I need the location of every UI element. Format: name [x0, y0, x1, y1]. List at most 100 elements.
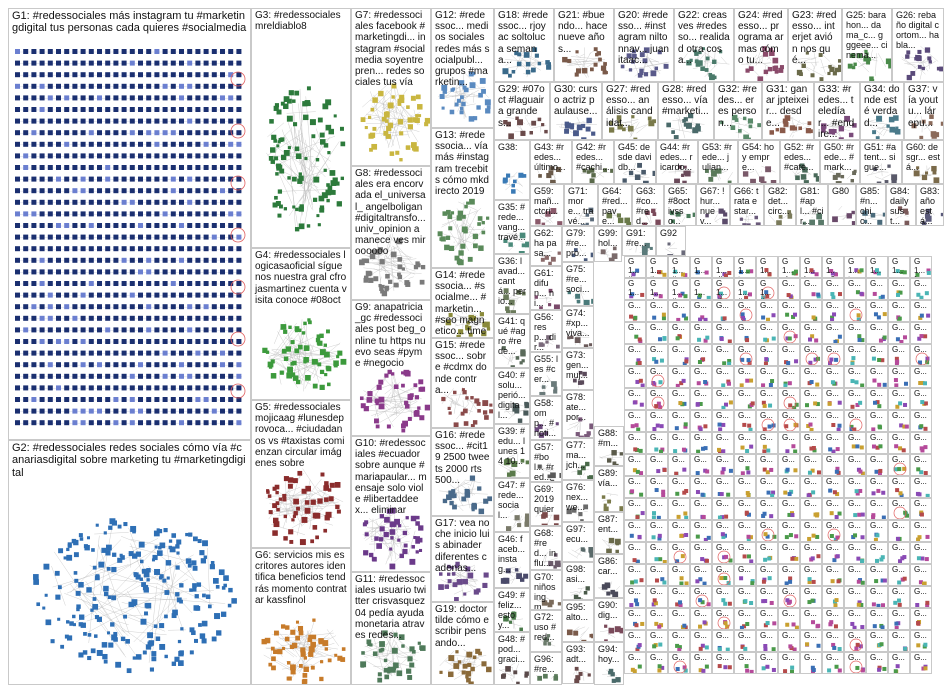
- node-square: [576, 124, 583, 131]
- node-square: [380, 289, 385, 294]
- small-group-label: G...: [848, 455, 861, 464]
- small-group-label: G...: [628, 477, 641, 486]
- node-square: [787, 336, 792, 341]
- node-square: [630, 489, 635, 494]
- node-square: [47, 130, 53, 136]
- node-square: [633, 315, 638, 320]
- group-panel-g50: G50: #rede... #mark...: [820, 140, 860, 184]
- node-square: [281, 348, 287, 354]
- node-square: [872, 378, 877, 383]
- edge-line: [457, 479, 460, 501]
- node-square: [270, 373, 277, 379]
- node-square: [387, 369, 392, 375]
- node-square: [303, 656, 308, 660]
- node-square: [364, 258, 369, 263]
- group-label-g51: G51: #atent... sigue...: [864, 142, 897, 173]
- node-square: [537, 117, 542, 122]
- node-square: [850, 379, 855, 384]
- node-square: [270, 646, 275, 651]
- node-square: [56, 339, 61, 344]
- node-square: [455, 561, 460, 567]
- node-square: [534, 427, 540, 432]
- node-square: [458, 250, 464, 256]
- node-square: [47, 246, 53, 252]
- node-square: [542, 512, 548, 518]
- node-square: [703, 338, 708, 343]
- edge-line: [838, 132, 842, 138]
- node-square: [580, 224, 586, 225]
- node-square: [794, 402, 799, 407]
- small-group-tile: G...: [822, 278, 844, 300]
- node-square: [64, 95, 70, 101]
- node-square: [584, 434, 590, 437]
- node-square: [809, 219, 815, 225]
- group-panel-g87: G87: ent...: [594, 512, 624, 554]
- node-square: [586, 170, 591, 174]
- node-square: [750, 178, 756, 183]
- node-square: [117, 524, 122, 529]
- node-square: [417, 641, 421, 645]
- node-square: [88, 72, 94, 78]
- node-square: [486, 327, 491, 331]
- node-square: [47, 118, 53, 124]
- node-square: [228, 141, 234, 147]
- node-square: [873, 312, 878, 317]
- small-group-label: G1... #r...: [672, 257, 685, 277]
- node-square: [600, 65, 607, 71]
- node-square: [195, 327, 201, 333]
- node-square: [189, 588, 193, 592]
- small-group-label: G...: [650, 521, 663, 530]
- node-square: [105, 130, 111, 136]
- group-nodes-g10: [362, 504, 424, 570]
- node-square: [466, 651, 473, 658]
- node-square: [292, 205, 296, 209]
- node-square: [607, 458, 612, 463]
- node-square: [383, 291, 387, 295]
- node-square: [170, 327, 176, 333]
- edge-line: [316, 486, 338, 506]
- node-square: [801, 63, 806, 69]
- group-label-g53: G53: #rede... julian...: [702, 142, 733, 173]
- edge-line: [449, 484, 464, 496]
- edge-line: [306, 620, 315, 648]
- node-square: [170, 234, 176, 240]
- node-square: [146, 199, 152, 205]
- small-group-tile: G1... #r...: [668, 256, 690, 278]
- node-square: [723, 273, 728, 277]
- small-group-tile: G...: [756, 344, 778, 366]
- edge-line: [275, 496, 300, 503]
- node-square: [326, 198, 330, 203]
- node-square: [283, 514, 288, 519]
- node-square: [97, 95, 102, 101]
- node-square: [146, 107, 152, 112]
- node-square: [23, 327, 29, 333]
- node-square: [917, 492, 922, 497]
- group-label-g91: G91: #re...: [626, 228, 647, 249]
- node-square: [88, 107, 94, 112]
- node-square: [97, 350, 102, 356]
- small-group-label: G...: [672, 455, 685, 464]
- node-square: [23, 408, 29, 414]
- node-square: [899, 339, 904, 343]
- small-group-label: G...: [628, 367, 641, 376]
- node-square: [393, 384, 399, 390]
- node-square: [444, 584, 450, 589]
- node-square: [228, 397, 234, 402]
- node-square: [727, 270, 732, 275]
- node-square: [639, 471, 644, 475]
- node-square: [619, 506, 623, 511]
- small-group-nodes: [717, 286, 731, 299]
- node-square: [304, 157, 308, 161]
- node-square: [121, 257, 127, 263]
- small-group-tile: G...: [844, 300, 866, 322]
- node-square: [611, 253, 618, 260]
- node-square: [279, 168, 285, 174]
- small-group-tile: G...: [778, 410, 800, 432]
- node-square: [113, 420, 119, 426]
- node-square: [138, 130, 143, 136]
- node-square: [305, 374, 311, 381]
- edge-line: [919, 121, 924, 125]
- group-panel-g79: G79: #re... pro...: [562, 226, 594, 262]
- node-square: [187, 176, 193, 182]
- node-square: [170, 281, 176, 286]
